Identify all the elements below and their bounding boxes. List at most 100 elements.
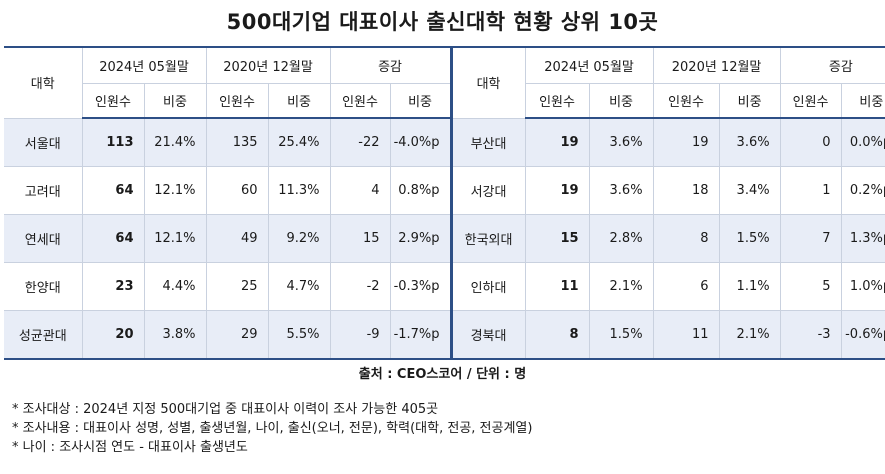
- page-title: 500대기업 대표이사 출신대학 현황 상위 10곳: [226, 10, 659, 34]
- table-row: 성균관대 20 3.8% 29 5.5% -9 -1.7%p 경북대 8 1.5% 11 2.1% -3…: [4, 310, 885, 360]
- count-2020-cell: 18: [652, 166, 720, 215]
- subheader-ratio: 비중: [389, 83, 452, 119]
- count-2020-cell: 60: [205, 166, 269, 215]
- count-2024-cell: 113: [81, 118, 144, 167]
- ratio-2020-cell: 9.2%: [267, 214, 331, 263]
- header-2024-right: 2024년 05월말: [524, 46, 654, 84]
- ratio-change-cell: 1.0%p: [840, 262, 885, 311]
- subheader-count: 인원수: [329, 83, 391, 119]
- ratio-2020-cell: 25.4%: [267, 118, 331, 167]
- count-2020-cell: 29: [205, 310, 269, 360]
- ratio-change-cell: 1.3%p: [840, 214, 885, 263]
- footnotes: * 조사대상 : 2024년 지정 500대기업 중 대표이사 이력이 조사 가…: [12, 400, 532, 457]
- count-change-cell: -2: [329, 262, 391, 311]
- ratio-change-cell: -0.6%p: [840, 310, 885, 360]
- subheader-ratio: 비중: [840, 83, 885, 119]
- ratio-2020-cell: 2.1%: [718, 310, 781, 360]
- count-2024-cell: 64: [81, 214, 144, 263]
- university-cell: 서울대: [4, 118, 82, 167]
- count-2020-cell: 25: [205, 262, 269, 311]
- count-2024-cell: 15: [524, 214, 590, 263]
- university-cell: 고려대: [4, 166, 82, 215]
- count-change-cell: 15: [329, 214, 391, 263]
- count-2020-cell: 49: [205, 214, 269, 263]
- count-2020-cell: 8: [652, 214, 720, 263]
- ratio-2024-cell: 2.1%: [588, 262, 654, 311]
- ratio-2020-cell: 4.7%: [267, 262, 331, 311]
- university-cell: 성균관대: [4, 310, 82, 360]
- university-cell: 한양대: [4, 262, 82, 311]
- ratio-2020-cell: 1.1%: [718, 262, 781, 311]
- count-2024-cell: 23: [81, 262, 144, 311]
- ratio-change-cell: 0.8%p: [389, 166, 452, 215]
- table-row: 연세대 64 12.1% 49 9.2% 15 2.9%p 한국외대 15 2.8% 8 1.5% 7 1…: [4, 214, 885, 263]
- subheader-ratio: 비중: [718, 83, 781, 119]
- count-change-cell: -22: [329, 118, 391, 167]
- ratio-2020-cell: 3.4%: [718, 166, 781, 215]
- university-cell: 인하대: [449, 262, 526, 311]
- header-university-left: 대학: [4, 46, 82, 119]
- count-2024-cell: 11: [524, 262, 590, 311]
- header-2020-right: 2020년 12월말: [652, 46, 781, 84]
- subheader-count: 인원수: [524, 83, 590, 119]
- subheader-ratio: 비중: [267, 83, 331, 119]
- ratio-2024-cell: 12.1%: [143, 214, 207, 263]
- university-cell: 연세대: [4, 214, 82, 263]
- ratio-change-cell: -4.0%p: [389, 118, 452, 167]
- footnote: * 조사대상 : 2024년 지정 500대기업 중 대표이사 이력이 조사 가…: [12, 402, 439, 417]
- count-change-cell: 4: [329, 166, 391, 215]
- ratio-2024-cell: 3.8%: [143, 310, 207, 360]
- header-change-left: 증감: [329, 46, 452, 84]
- ratio-change-cell: 0.2%p: [840, 166, 885, 215]
- ratio-2020-cell: 3.6%: [718, 118, 781, 167]
- subheader-count: 인원수: [81, 83, 144, 119]
- count-2020-cell: 135: [205, 118, 269, 167]
- table-row: 고려대 64 12.1% 60 11.3% 4 0.8%p 서강대 19 3.6% 18 3.4% 1 0…: [4, 166, 885, 215]
- header-change-right: 증감: [779, 46, 885, 84]
- subheader-ratio: 비중: [588, 83, 654, 119]
- subheader-ratio: 비중: [143, 83, 207, 119]
- footnote: * 나이 : 조사시점 연도 - 대표이사 출생년도: [12, 440, 248, 455]
- subheader-count: 인원수: [779, 83, 842, 119]
- count-2024-cell: 8: [524, 310, 590, 360]
- count-2020-cell: 6: [652, 262, 720, 311]
- university-cell: 한국외대: [449, 214, 526, 263]
- ratio-change-cell: -1.7%p: [389, 310, 452, 360]
- table-row: 한양대 23 4.4% 25 4.7% -2 -0.3%p 인하대 11 2.1% 6 1.1% 5 1.…: [4, 262, 885, 311]
- ratio-2024-cell: 3.6%: [588, 118, 654, 167]
- ratio-change-cell: -0.3%p: [389, 262, 452, 311]
- count-2024-cell: 64: [81, 166, 144, 215]
- count-change-cell: 5: [779, 262, 842, 311]
- university-cell: 부산대: [449, 118, 526, 167]
- subheader-count: 인원수: [205, 83, 269, 119]
- header-2024-left: 2024년 05월말: [81, 46, 207, 84]
- header-2020-left: 2020년 12월말: [205, 46, 331, 84]
- count-2020-cell: 19: [652, 118, 720, 167]
- university-table: 대학 2024년 05월말 2020년 12월말 증감 대학 2024년 05월…: [4, 46, 885, 360]
- footnote: * 조사내용 : 대표이사 성명, 성별, 출생년월, 나이, 출신(오너, 전…: [12, 421, 533, 436]
- ratio-2024-cell: 21.4%: [143, 118, 207, 167]
- source-line: 출처 : CEO스코어 / 단위 : 명: [358, 367, 527, 382]
- count-change-cell: -9: [329, 310, 391, 360]
- count-2024-cell: 19: [524, 166, 590, 215]
- count-2020-cell: 11: [652, 310, 720, 360]
- count-2024-cell: 19: [524, 118, 590, 167]
- ratio-change-cell: 2.9%p: [389, 214, 452, 263]
- ratio-2024-cell: 2.8%: [588, 214, 654, 263]
- ratio-2020-cell: 11.3%: [267, 166, 331, 215]
- ratio-2024-cell: 1.5%: [588, 310, 654, 360]
- count-2024-cell: 20: [81, 310, 144, 360]
- table-row: 서울대 113 21.4% 135 25.4% -22 -4.0%p 부산대 19 3.6% 19 3…: [4, 118, 885, 167]
- count-change-cell: -3: [779, 310, 842, 360]
- ratio-2020-cell: 1.5%: [718, 214, 781, 263]
- ratio-2020-cell: 5.5%: [267, 310, 331, 360]
- university-cell: 경북대: [449, 310, 526, 360]
- ratio-2024-cell: 12.1%: [143, 166, 207, 215]
- count-change-cell: 0: [779, 118, 842, 167]
- university-cell: 서강대: [449, 166, 526, 215]
- header-university-right: 대학: [449, 46, 526, 119]
- count-change-cell: 1: [779, 166, 842, 215]
- ratio-change-cell: 0.0%p: [840, 118, 885, 167]
- subheader-count: 인원수: [652, 83, 720, 119]
- ratio-2024-cell: 4.4%: [143, 262, 207, 311]
